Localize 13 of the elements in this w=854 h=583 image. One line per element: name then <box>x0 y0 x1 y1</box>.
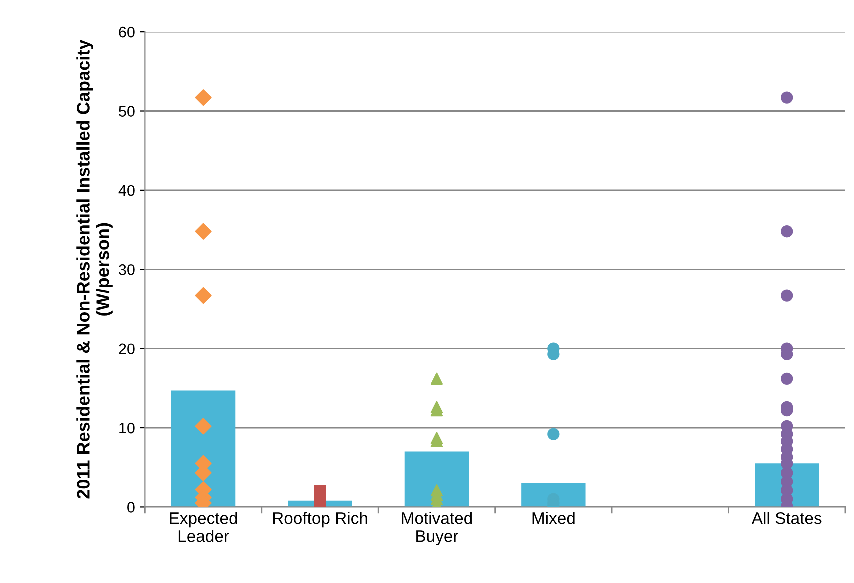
x-tick-label: Rooftop Rich <box>273 512 368 528</box>
y-tick-label: 10 <box>120 422 135 434</box>
y-tick-label: 50 <box>119 106 135 117</box>
x-tick-label: Mixed <box>532 512 575 524</box>
x-tick-label: Expected Leader <box>170 512 238 542</box>
y-tick-label: 60 <box>119 26 135 38</box>
y-tick-label: 0 <box>128 502 135 513</box>
x-tick-label: Motivated Buyer <box>402 512 472 546</box>
y-tick-label: 30 <box>119 264 135 276</box>
y-axis-title: 2011 Residential & Non-Residential Installed Capacity (W/person) <box>76 40 113 499</box>
x-tick-label: All States <box>752 512 822 524</box>
y-tick-label: 20 <box>119 344 135 355</box>
y-tick-label: 40 <box>118 185 135 196</box>
